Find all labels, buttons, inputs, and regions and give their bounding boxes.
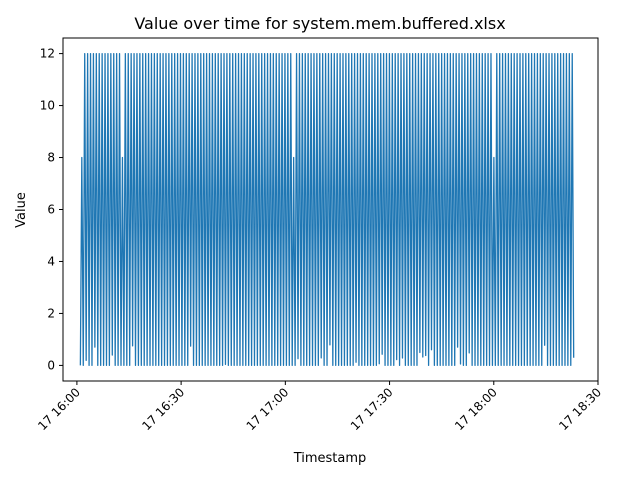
y-axis-label: Value	[14, 192, 29, 228]
x-tick-label: 17 18:30	[556, 385, 604, 433]
series-line	[79, 52, 575, 367]
y-axis: 0 2 4 6 8 10 12	[40, 47, 63, 372]
x-tick-label: 17 18:00	[452, 385, 500, 433]
chart-title: Value over time for system.mem.buffered.…	[134, 14, 505, 33]
y-tick-label: 6	[47, 203, 55, 217]
x-tick-label: 17 17:30	[348, 385, 396, 433]
y-tick-label: 8	[47, 151, 55, 165]
x-tick-label: 17 16:30	[139, 385, 187, 433]
x-tick-label: 17 16:00	[35, 385, 83, 433]
y-tick-label: 4	[47, 254, 55, 268]
x-axis-label: Timestamp	[293, 451, 367, 466]
y-tick-label: 0	[47, 358, 55, 372]
y-tick-label: 10	[40, 99, 55, 113]
x-axis: 17 16:00 17 16:30 17 17:00 17 17:30 17 18:00…	[35, 381, 604, 433]
y-tick-label: 12	[40, 47, 55, 61]
series-group	[79, 52, 575, 367]
x-tick-label: 17 17:00	[244, 385, 292, 433]
y-tick-label: 2	[47, 306, 55, 320]
